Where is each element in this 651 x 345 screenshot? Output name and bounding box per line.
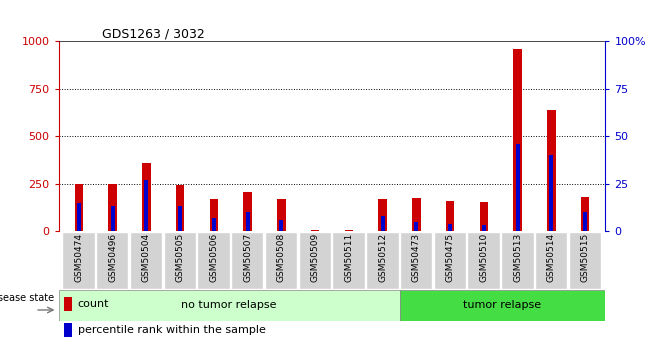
FancyBboxPatch shape xyxy=(501,232,534,289)
Bar xyxy=(176,185,184,231)
FancyBboxPatch shape xyxy=(400,232,432,289)
Text: disease state: disease state xyxy=(0,294,54,304)
Text: GSM50509: GSM50509 xyxy=(311,233,320,282)
Text: GSM50474: GSM50474 xyxy=(74,233,83,282)
FancyBboxPatch shape xyxy=(568,232,601,289)
Bar xyxy=(243,192,252,231)
Bar xyxy=(581,197,589,231)
Text: GSM50513: GSM50513 xyxy=(513,233,522,282)
Text: GSM50514: GSM50514 xyxy=(547,233,556,282)
FancyBboxPatch shape xyxy=(535,232,567,289)
Text: GSM50506: GSM50506 xyxy=(210,233,218,282)
Text: GSM50508: GSM50508 xyxy=(277,233,286,282)
FancyBboxPatch shape xyxy=(163,232,196,289)
Bar xyxy=(279,220,283,231)
FancyBboxPatch shape xyxy=(62,232,94,289)
FancyBboxPatch shape xyxy=(467,232,500,289)
Bar xyxy=(378,199,387,231)
Bar xyxy=(210,199,218,231)
Bar xyxy=(415,221,419,231)
FancyBboxPatch shape xyxy=(299,232,331,289)
Text: GSM50511: GSM50511 xyxy=(344,233,353,282)
Bar xyxy=(547,110,556,231)
FancyBboxPatch shape xyxy=(197,232,230,289)
Bar xyxy=(381,216,385,231)
Text: GSM50475: GSM50475 xyxy=(446,233,454,282)
Text: GSM50504: GSM50504 xyxy=(142,233,151,282)
FancyBboxPatch shape xyxy=(59,290,400,321)
Bar xyxy=(64,323,72,337)
FancyBboxPatch shape xyxy=(130,232,162,289)
Bar xyxy=(516,144,519,231)
Bar xyxy=(77,203,81,231)
Bar xyxy=(583,212,587,231)
Bar xyxy=(212,218,216,231)
Text: GSM50473: GSM50473 xyxy=(412,233,421,282)
Bar xyxy=(482,226,486,231)
Bar xyxy=(64,297,72,311)
Bar xyxy=(446,201,454,231)
Text: GSM50507: GSM50507 xyxy=(243,233,252,282)
Bar xyxy=(108,184,117,231)
Bar xyxy=(75,184,83,231)
Bar xyxy=(549,155,553,231)
Bar xyxy=(277,199,286,231)
Bar xyxy=(514,49,522,231)
FancyBboxPatch shape xyxy=(231,232,264,289)
FancyBboxPatch shape xyxy=(96,232,128,289)
Text: GSM50496: GSM50496 xyxy=(108,233,117,282)
FancyBboxPatch shape xyxy=(366,232,398,289)
FancyBboxPatch shape xyxy=(434,232,466,289)
Bar xyxy=(111,206,115,231)
Text: count: count xyxy=(77,299,109,309)
FancyBboxPatch shape xyxy=(265,232,298,289)
Text: percentile rank within the sample: percentile rank within the sample xyxy=(77,325,266,335)
FancyBboxPatch shape xyxy=(400,290,605,321)
Bar xyxy=(448,224,452,231)
Text: no tumor relapse: no tumor relapse xyxy=(182,300,277,310)
Text: GSM50512: GSM50512 xyxy=(378,233,387,282)
Bar xyxy=(480,202,488,231)
Bar xyxy=(311,230,320,231)
Text: GDS1263 / 3032: GDS1263 / 3032 xyxy=(102,27,205,40)
Text: GSM50505: GSM50505 xyxy=(176,233,185,282)
Text: tumor relapse: tumor relapse xyxy=(464,300,542,310)
Bar xyxy=(412,198,421,231)
Bar xyxy=(245,212,249,231)
Bar xyxy=(145,180,148,231)
Bar xyxy=(344,230,353,231)
Text: GSM50515: GSM50515 xyxy=(581,233,590,282)
Bar xyxy=(142,163,150,231)
Bar xyxy=(178,206,182,231)
FancyBboxPatch shape xyxy=(333,232,365,289)
Text: GSM50510: GSM50510 xyxy=(479,233,488,282)
